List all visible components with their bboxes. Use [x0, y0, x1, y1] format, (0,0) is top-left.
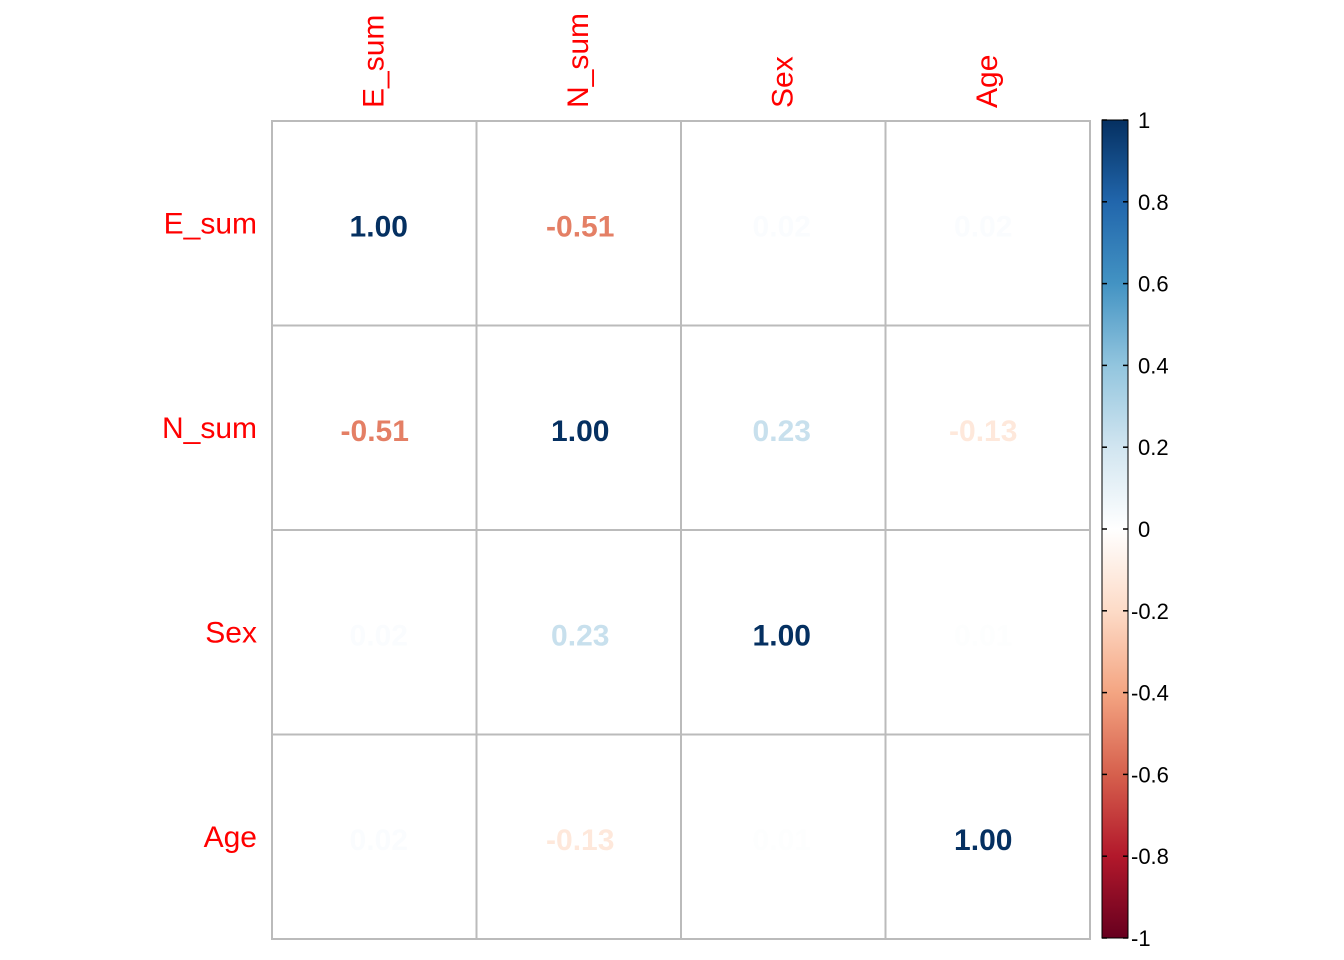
- colorbar-tick-label: 0.2: [1138, 435, 1169, 460]
- colorbar-tick-label: -0.6: [1131, 762, 1169, 787]
- cell-value-E_sum-E_sum: 1.00: [350, 210, 408, 243]
- cell-value-Age-E_sum: 0.02: [350, 824, 408, 857]
- cell-value-Sex-Age: 0.01: [954, 619, 1012, 652]
- cell-Age-E_sum: [271, 733, 478, 940]
- colorbar-tick-label: 0: [1138, 517, 1150, 542]
- cell-Sex-N_sum: [475, 529, 682, 736]
- column-label-Sex: Sex: [766, 56, 799, 108]
- cell-Age-N_sum: [475, 733, 682, 940]
- colorbar-tick-label: -0.2: [1131, 599, 1169, 624]
- cell-value-N_sum-Age: -0.13: [949, 415, 1017, 448]
- cell-value-N_sum-E_sum: -0.51: [341, 415, 409, 448]
- colorbar: 1 0.8 0.6 0.4 0.2 0 -0.2 -0.4 -0.6 -0.8 -1: [1101, 108, 1169, 951]
- cell-value-Sex-N_sum: 0.23: [551, 619, 609, 652]
- cell-value-Sex-Sex: 1.00: [753, 619, 811, 652]
- cell-N_sum-Age: [884, 324, 1091, 531]
- cell-value-E_sum-N_sum: -0.51: [546, 210, 614, 243]
- cell-Age-Age: [884, 733, 1091, 940]
- cell-value-Age-N_sum: -0.13: [546, 824, 614, 857]
- cell-value-E_sum-Age: 0.02: [954, 210, 1012, 243]
- cell-value-E_sum-Sex: 0.02: [753, 210, 811, 243]
- colorbar-tick-label: -0.8: [1131, 844, 1169, 869]
- colorbar-tick-label: 0.6: [1138, 272, 1169, 297]
- cell-value-Sex-E_sum: 0.02: [350, 619, 408, 652]
- colorbar-tick-label: 1: [1138, 108, 1150, 133]
- cell-N_sum-E_sum: [271, 324, 478, 531]
- colorbar-tick-label: 0.8: [1138, 190, 1169, 215]
- cell-E_sum-N_sum: [475, 120, 682, 327]
- column-label-Age: Age: [971, 55, 1004, 108]
- column-label-E_sum: E_sum: [357, 15, 390, 108]
- cell-value-N_sum-Sex: 0.23: [753, 415, 811, 448]
- colorbar-tick-label: 0.4: [1138, 353, 1169, 378]
- correlation-grid: [271, 120, 1091, 940]
- column-labels: E_sum N_sum Sex Age: [357, 13, 1004, 108]
- correlation-values: 1.00 -0.51 0.02 0.02 -0.51 1.00 0.23 -0.13 0.02 0…: [341, 210, 1018, 857]
- cell-E_sum-E_sum: [271, 120, 478, 327]
- colorbar-tick-label: -1: [1131, 926, 1151, 951]
- cell-E_sum-Age: [884, 120, 1091, 327]
- cell-value-Age-Sex: 0.01: [753, 824, 811, 857]
- cell-value-Age-Age: 1.00: [954, 824, 1012, 857]
- row-label-Age: Age: [204, 821, 257, 854]
- cell-value-N_sum-N_sum: 1.00: [551, 415, 609, 448]
- row-label-Sex: Sex: [205, 616, 257, 649]
- cell-Sex-Age: [884, 529, 1091, 736]
- row-label-E_sum: E_sum: [164, 207, 257, 240]
- column-label-N_sum: N_sum: [562, 13, 595, 108]
- cell-Age-Sex: [680, 733, 887, 940]
- colorbar-tick-label: -0.4: [1131, 681, 1169, 706]
- cell-E_sum-Sex: [680, 120, 887, 327]
- row-labels: E_sum N_sum Sex Age: [162, 207, 257, 854]
- row-label-N_sum: N_sum: [162, 412, 257, 445]
- cell-N_sum-N_sum: [475, 324, 682, 531]
